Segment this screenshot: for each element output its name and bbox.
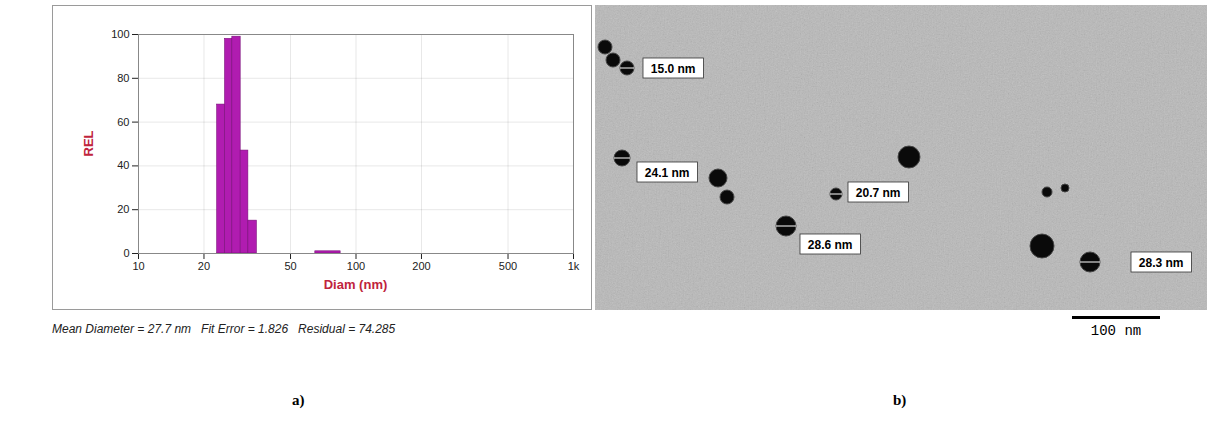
html-text:100 nm: 100 nm bbox=[1090, 323, 1142, 339]
svg-text:28.3 nm: 28.3 nm bbox=[1139, 256, 1184, 270]
svg-text:80: 80 bbox=[117, 72, 129, 84]
svg-text:20.7 nm: 20.7 nm bbox=[856, 186, 901, 200]
svg-text:200: 200 bbox=[412, 260, 430, 272]
svg-text:1k: 1k bbox=[568, 260, 580, 272]
svg-text:REL: REL bbox=[81, 130, 96, 156]
html-text:b): b) bbox=[893, 392, 907, 408]
svg-text:100: 100 bbox=[111, 28, 129, 40]
svg-text:0: 0 bbox=[123, 247, 129, 259]
svg-text:50: 50 bbox=[284, 260, 296, 272]
html-text:a): a) bbox=[292, 392, 305, 408]
svg-text:24.1 nm: 24.1 nm bbox=[645, 166, 690, 180]
svg-text:20: 20 bbox=[117, 203, 129, 215]
svg-text:20: 20 bbox=[198, 260, 210, 272]
svg-text:Diam (nm): Diam (nm) bbox=[324, 277, 388, 292]
svg-text:10: 10 bbox=[132, 260, 144, 272]
svg-text:60: 60 bbox=[117, 116, 129, 128]
svg-text:15.0 nm: 15.0 nm bbox=[651, 62, 696, 76]
svg-text:100: 100 bbox=[347, 260, 365, 272]
svg-text:500: 500 bbox=[499, 260, 517, 272]
svg-text:28.6 nm: 28.6 nm bbox=[808, 238, 853, 252]
svg-text:40: 40 bbox=[117, 159, 129, 171]
html-text:Mean Diameter = 27.7 nm Fit Er: Mean Diameter = 27.7 nm Fit Error = 1.82… bbox=[52, 322, 396, 336]
